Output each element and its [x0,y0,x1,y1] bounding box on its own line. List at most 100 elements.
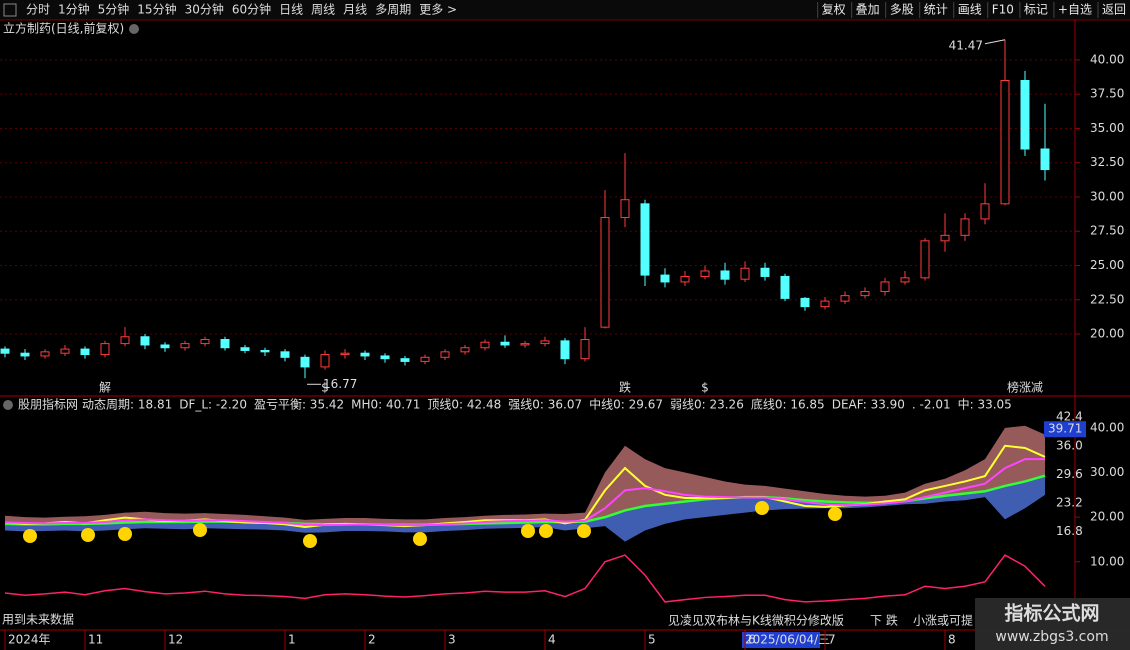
indicator-line [4,458,1045,527]
date-label: 4 [548,633,556,647]
candle-body [940,234,950,242]
period-tab[interactable]: 60分钟 [232,2,271,17]
candle-body [560,340,570,360]
indicator-line [4,554,1046,603]
small-rise-note: 小涨或可提 [913,613,973,628]
date-label: 7 [828,633,836,647]
candle-body [420,356,430,362]
candle-body [780,275,790,299]
y-tick-label: 30.00 [1090,465,1124,479]
candle-body [80,348,90,356]
indicator-value: 顶线0: 42.48 [427,398,501,412]
candle-body [240,347,250,351]
period-tab[interactable]: 分时 [26,3,50,17]
candle-body [300,356,310,368]
candle-body [0,348,10,354]
watermark-box [975,598,1130,650]
smiley [577,524,591,538]
candle-body [540,340,550,345]
candle-body [660,274,670,283]
candle-body [100,343,110,356]
candle-body [60,348,70,354]
tool-button[interactable]: 复权 [822,3,846,17]
candle-body [860,291,870,297]
max-arrow [984,39,1006,45]
indicator-value: 强线0: 36.07 [508,398,582,412]
tool-button[interactable]: +自选 [1058,3,1092,17]
price-panel: 20.00 22.50 25.00 27.50 30.00 32.50 35.00 37.50… [0,38,1124,395]
band-area [5,425,1045,525]
indicator-value: 弱线0: 23.26 [670,398,744,412]
period-tab[interactable]: 1分钟 [58,2,90,17]
y-tick-label: 40.00 [1090,420,1124,434]
period-tab[interactable]: 15分钟 [137,2,176,17]
candle-body [120,336,130,345]
period-tab[interactable]: 更多 > [419,3,457,17]
signal-marker: 解 [99,381,111,395]
candle-body [220,338,230,349]
indicator-value: DF_L: -2.20 [179,398,247,412]
smiley [23,529,37,543]
smiley [118,527,132,541]
period-tab[interactable]: 5分钟 [98,2,130,17]
tool-button[interactable]: F10 [992,3,1014,17]
value-tag: 42.4 [1056,410,1083,424]
candle-body [400,358,410,362]
indicator-value: 盈亏平衡: 35.42 [254,398,344,412]
candle-body [580,338,590,360]
candle-body [280,351,290,358]
candle-body [180,343,190,349]
candle-body [700,270,710,277]
candle-body [640,203,650,276]
candle-body [880,281,890,293]
candle-body [340,352,350,356]
indicator-value: 中: 33.05 [958,397,1012,412]
candle-body [480,341,490,349]
indicator-value: DEAF: 33.90 [832,398,905,412]
candle-body [40,351,50,357]
value-tag: 29.6 [1056,467,1083,481]
y-tick-label: 40.00 [1090,52,1124,66]
date-label: 6 [748,633,756,647]
signal-marker: 跌 [619,380,631,395]
period-tab[interactable]: 多周期 [375,3,411,17]
band-area [5,475,1045,542]
min-label: 16.77 [323,377,357,391]
smiley [303,534,317,548]
tool-button[interactable]: 统计 [924,3,948,17]
down-note: 下 跌 [870,613,898,628]
tool-button[interactable]: 画线 [958,3,982,17]
candle-body [440,351,450,358]
period-tab[interactable]: 月线 [343,3,367,17]
formula-note: 见凌见双布林与K线微积分修改版 [668,613,844,628]
menu-icon[interactable] [3,3,17,17]
candle-body [740,267,750,280]
candle-body [800,297,810,308]
tool-button[interactable]: 标记 [1024,3,1048,17]
date-label: 11 [88,633,103,647]
candle-body [320,354,330,368]
signal-marker: $ [701,381,709,395]
period-tab[interactable]: 周线 [311,3,335,17]
tool-button[interactable]: 叠加 [856,3,880,17]
period-tab[interactable]: 30分钟 [185,2,224,17]
cursor-date-box [742,632,820,648]
candle-body [720,270,730,280]
candle-body [680,275,690,283]
indicator-dropdown[interactable] [3,400,13,410]
date-label: 1 [288,633,296,647]
value-tag: 16.8 [1056,524,1083,538]
candle-body [500,341,510,346]
tag-box [1044,421,1086,438]
title-dropdown[interactable] [129,24,139,34]
smileys [23,501,842,548]
value-tag: 36.0 [1056,438,1083,452]
cursor-date: 2025/06/04/三 [745,633,830,647]
tool-button[interactable]: 返回 [1102,3,1126,17]
signal-marker: $ [321,381,329,395]
tool-button[interactable]: 多股 [890,3,914,17]
period-tab[interactable]: 日线 [279,3,303,17]
smiley [193,523,207,537]
